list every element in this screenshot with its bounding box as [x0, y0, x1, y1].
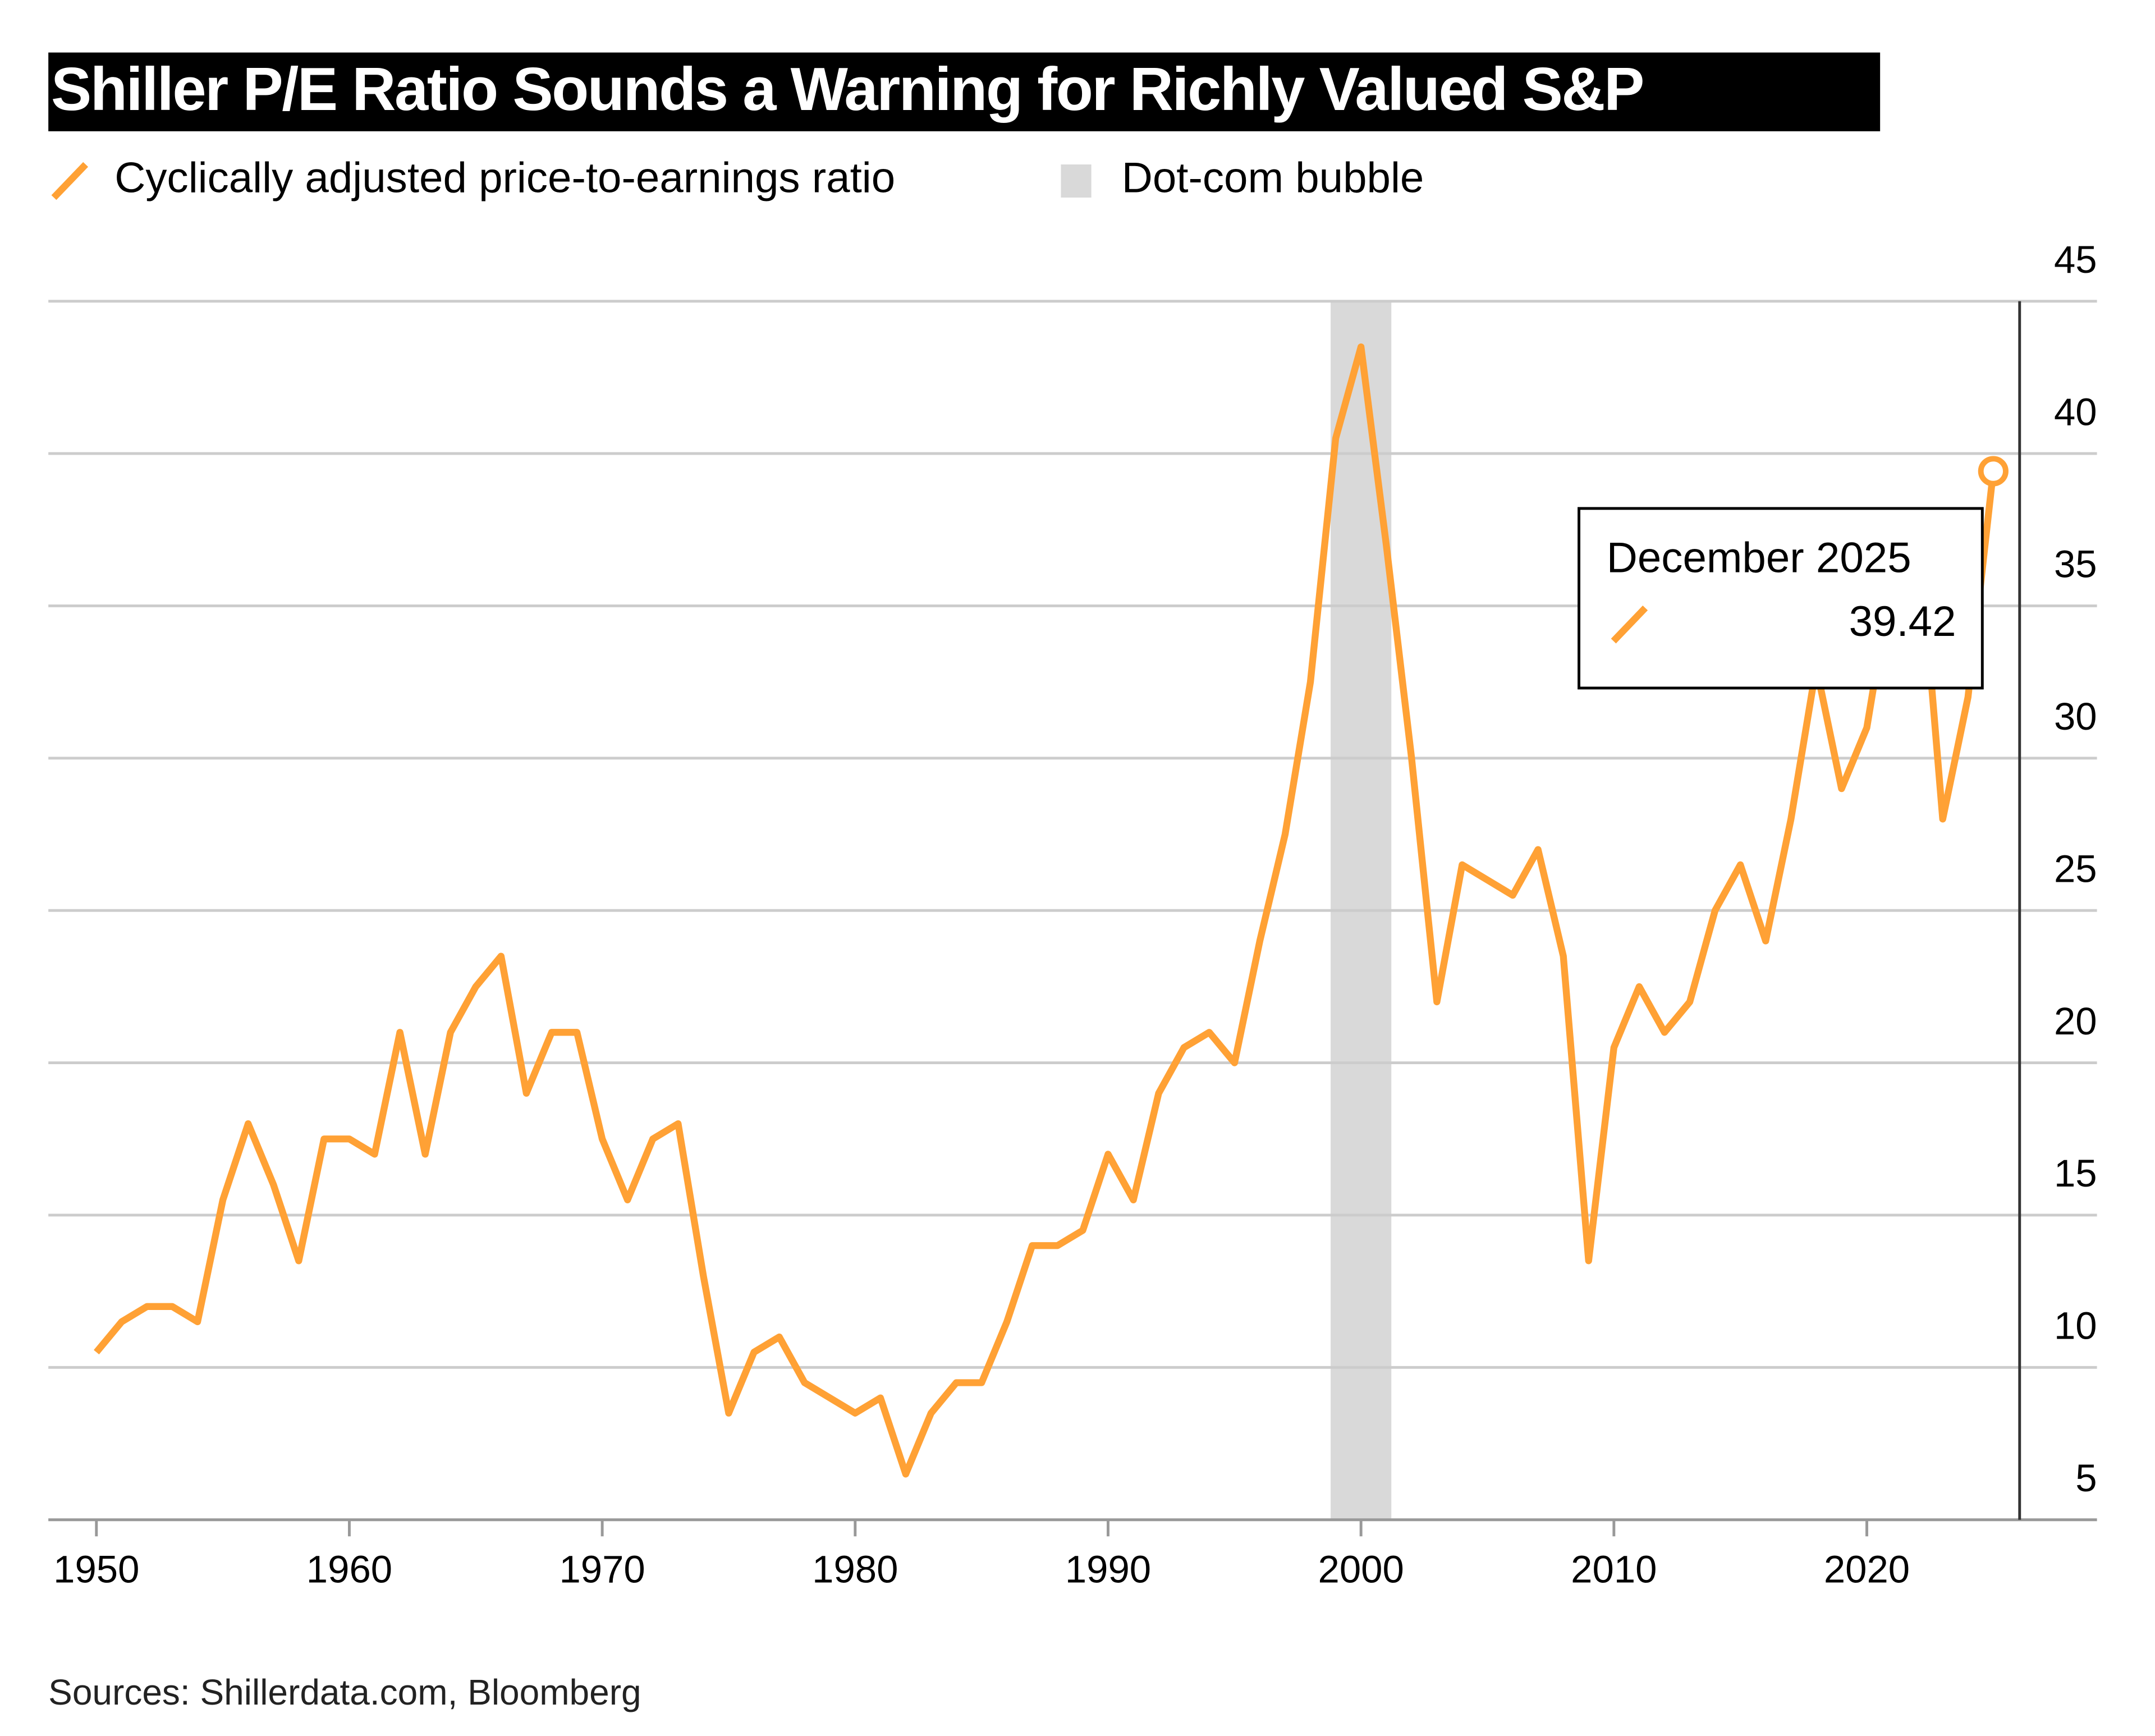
y-tick-label: 10	[2054, 1304, 2097, 1348]
y-tick-label: 15	[2054, 1152, 2097, 1195]
y-tick-label: 25	[2054, 847, 2097, 890]
y-tick-label: 40	[2054, 390, 2097, 433]
tooltip-box	[1578, 507, 1984, 690]
x-tick-label: 1980	[812, 1547, 898, 1591]
chart-title: Shiller P/E Ratio Sounds a Warning for R…	[51, 55, 1643, 123]
x-tick-label: 2020	[1824, 1547, 1910, 1591]
x-tick-label: 1970	[559, 1547, 645, 1591]
legend-label: Dot-com bubble	[1122, 154, 1424, 202]
title-background	[48, 52, 1881, 131]
y-tick-label: 5	[2075, 1456, 2097, 1500]
x-tick-label: 1990	[1065, 1547, 1151, 1591]
y-tick-label: 35	[2054, 543, 2097, 586]
plot-area: 5 10 15 20 25 30 35 40 45 1950 1960 1970 1980 1990 200…	[48, 238, 2097, 1591]
y-tick-label: 20	[2054, 1000, 2097, 1043]
x-tick-label: 2010	[1571, 1547, 1657, 1591]
x-tick-label: 1960	[306, 1547, 392, 1591]
legend-shade-icon	[1061, 164, 1092, 198]
tooltip-icon	[1611, 605, 1648, 644]
end-marker	[1978, 456, 2009, 487]
tooltip-date: December 2025	[1607, 534, 1911, 582]
source-note: Sources: Shillerdata.com, Bloomberg	[48, 1672, 641, 1712]
y-tick-label: 45	[2054, 238, 2097, 281]
legend-label: Cyclically adjusted price-to-earnings ra…	[114, 154, 895, 202]
x-tick-label: 1950	[53, 1547, 139, 1591]
y-tick-label: 30	[2054, 695, 2097, 738]
x-tick-label: 2000	[1318, 1547, 1404, 1591]
legend-line-icon	[51, 162, 89, 200]
data-line	[94, 343, 1997, 1478]
tooltip-value: 39.42	[1849, 598, 1956, 645]
